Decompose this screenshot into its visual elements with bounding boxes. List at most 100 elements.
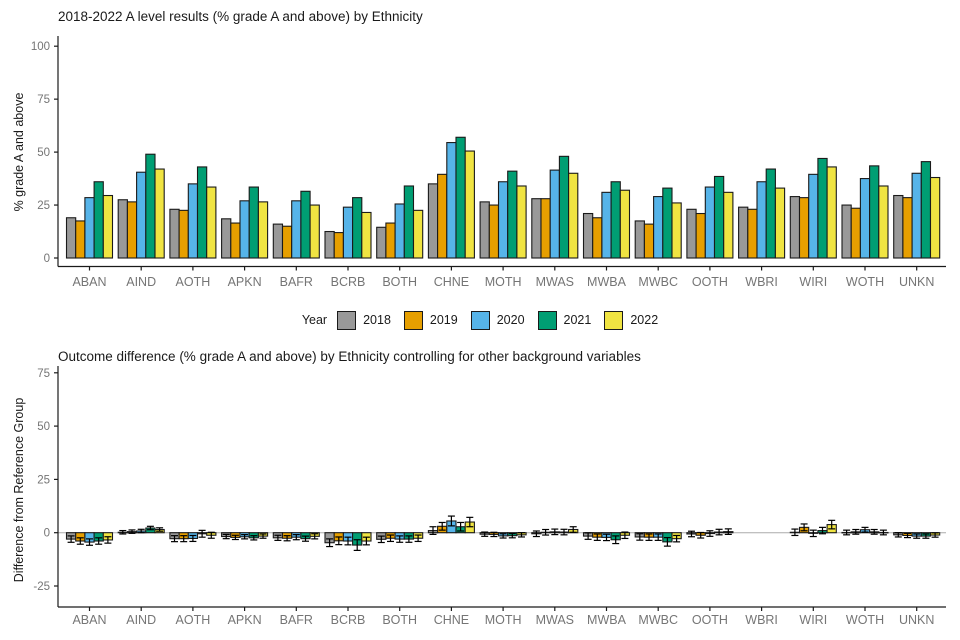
- x-label-BCRB: BCRB: [331, 275, 366, 289]
- legend-label-2021: 2021: [563, 313, 592, 327]
- bar-WBRI-2022: [774, 187, 786, 259]
- x-label-WBRI: WBRI: [745, 275, 778, 289]
- legend-label-2020: 2020: [496, 313, 525, 327]
- bar-WOTH-2022: [878, 185, 889, 259]
- x-label-MWAS: MWAS: [536, 275, 574, 289]
- x-label-BCRB: BCRB: [331, 613, 366, 627]
- bar-MOTH-2019: [488, 204, 500, 259]
- bar-MWBA-2019: [592, 217, 603, 259]
- bar-WOTH-2020: [859, 178, 871, 259]
- top-chart-y-axis-title: % grade A and above: [12, 92, 26, 212]
- x-label-WOTH: WOTH: [846, 613, 884, 627]
- bar-MWAS-2018: [531, 198, 542, 259]
- bar-AIND-2021: [145, 153, 156, 259]
- bottom-chart-title: Outcome difference (% grade A and above)…: [58, 349, 641, 364]
- bar-WIRI-2018: [789, 196, 801, 259]
- x-label-AOTH: AOTH: [176, 275, 211, 289]
- bar-WIRI-2021: [817, 157, 828, 259]
- y-tick-label: 75: [37, 94, 50, 106]
- bar-OOTH-2021: [713, 175, 725, 259]
- bar-BOTH-2019: [385, 222, 396, 259]
- legend-swatch-2022: [604, 310, 624, 330]
- top-chart-title: 2018-2022 A level results (% grade A and…: [58, 9, 423, 24]
- bar-BOTH-2021: [403, 185, 415, 259]
- bar-UNKN-2020: [911, 172, 922, 259]
- bar-WOTH-2021: [869, 165, 880, 259]
- y-tick-label: 0: [44, 253, 50, 265]
- legend-swatch-2018: [337, 310, 357, 330]
- bar-UNKN-2021: [920, 161, 932, 259]
- bar-CHNE-2021: [455, 136, 466, 259]
- bar-WOTH-2019: [850, 207, 861, 259]
- x-label-UNKN: UNKN: [899, 275, 934, 289]
- x-label-MWBC: MWBC: [638, 613, 678, 627]
- bar-MWAS-2022: [568, 172, 579, 259]
- bar-CHNE-2022: [464, 150, 475, 259]
- bar-APKN-2022: [257, 201, 269, 259]
- y-tick-label: 50: [37, 147, 50, 159]
- bar-MWAS-2019: [540, 198, 551, 259]
- legend-label-2018: 2018: [363, 313, 391, 327]
- x-label-WIRI: WIRI: [799, 275, 827, 289]
- bar-MWBC-2020: [653, 196, 664, 259]
- bar-BAFR-2018: [272, 223, 284, 259]
- legend-label-2019: 2019: [429, 313, 458, 327]
- bar-AIND-2019: [126, 201, 138, 259]
- x-label-WBRI: WBRI: [745, 613, 778, 627]
- bar-AIND-2018: [117, 199, 128, 259]
- x-label-UNKN: UNKN: [899, 613, 934, 627]
- bar-CHNE-2018: [427, 183, 439, 259]
- bar-ABAN-2021: [93, 181, 104, 259]
- bar-AOTH-2021: [196, 166, 208, 259]
- x-label-MWAS: MWAS: [536, 613, 574, 627]
- y-tick-label: 25: [37, 200, 50, 212]
- bar-BCRB-2020: [342, 206, 354, 259]
- x-label-BAFR: BAFR: [280, 275, 313, 289]
- x-label-WOTH: WOTH: [846, 275, 884, 289]
- bar-MOTH-2018: [479, 201, 490, 259]
- x-label-WIRI: WIRI: [799, 613, 827, 627]
- bar-BCRB-2018: [324, 230, 335, 259]
- x-label-BOTH: BOTH: [382, 613, 417, 627]
- bar-APKN-2020: [239, 200, 250, 259]
- bar-MOTH-2021: [507, 170, 518, 259]
- x-label-MOTH: MOTH: [485, 613, 522, 627]
- bar-WBRI-2019: [747, 208, 758, 259]
- bar-BCRB-2021: [352, 197, 363, 259]
- bar-AIND-2020: [136, 171, 147, 259]
- bar-MWBA-2021: [610, 181, 621, 259]
- bar-BCRB-2022: [361, 211, 372, 259]
- bar-BAFR-2019: [281, 225, 293, 259]
- bar-OOTH-2018: [686, 208, 697, 259]
- x-label-AIND: AIND: [126, 613, 156, 627]
- year-legend: Year 2018 2019 2020 2021 2022: [0, 307, 960, 333]
- bar-MWBC-2018: [634, 220, 645, 259]
- y-tick-label: 50: [37, 421, 50, 433]
- legend-swatch-2020: [470, 310, 490, 330]
- bar-AIND-2022: [154, 168, 165, 259]
- y-tick-label: 25: [37, 474, 50, 486]
- bar-MWBC-2019: [643, 223, 655, 259]
- bar-ABAN-2020: [84, 197, 95, 259]
- legend-label-2022: 2022: [630, 313, 659, 327]
- bar-ABAN-2018: [65, 217, 77, 259]
- bar-UNKN-2019: [902, 197, 913, 259]
- bottom-chart-y-axis-title: Difference from Reference Group: [12, 397, 26, 583]
- bar-BAFR-2021: [300, 190, 311, 259]
- legend-item-2019: 2019: [403, 310, 458, 330]
- bar-MWAS-2020: [549, 169, 560, 259]
- bar-APKN-2018: [221, 218, 232, 259]
- x-label-BOTH: BOTH: [382, 275, 417, 289]
- x-label-ABAN: ABAN: [72, 613, 106, 627]
- bar-MOTH-2020: [497, 181, 509, 259]
- legend-item-2018: 2018: [337, 310, 391, 330]
- bar-APKN-2021: [248, 186, 259, 259]
- bar-MWBA-2022: [619, 189, 631, 259]
- bar-UNKN-2018: [893, 194, 904, 259]
- bar-BAFR-2022: [309, 204, 320, 259]
- bar-CHNE-2019: [437, 173, 448, 259]
- bar-BAFR-2020: [291, 200, 302, 259]
- bar-OOTH-2022: [723, 191, 734, 259]
